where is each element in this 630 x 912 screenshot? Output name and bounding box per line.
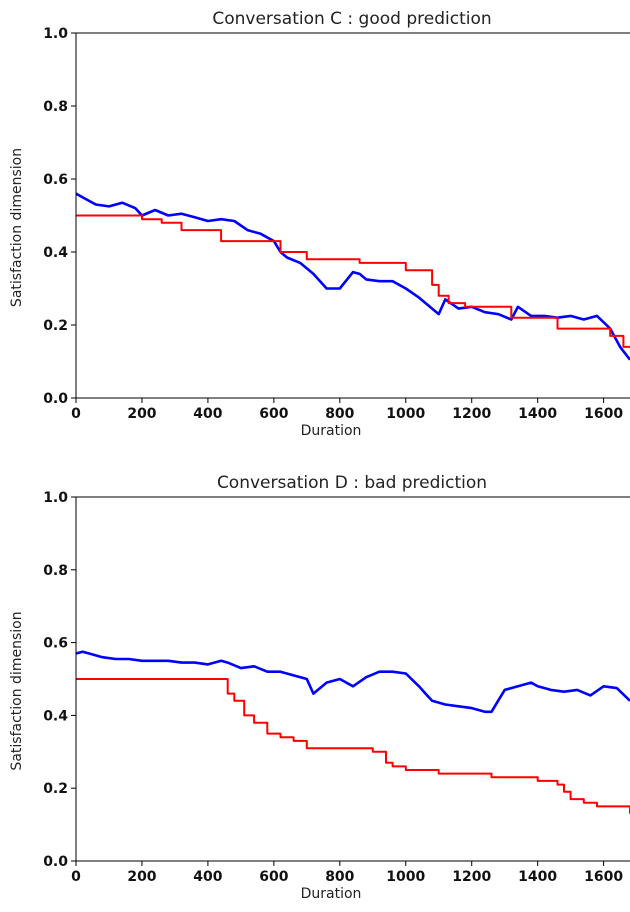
- y-tick-label: 0.2: [43, 781, 68, 797]
- y-tick-label: 1.0: [43, 26, 68, 42]
- x-tick-label: 600: [259, 869, 288, 885]
- x-tick-label: 200: [127, 869, 156, 885]
- x-tick-label: 200: [127, 406, 156, 422]
- chart-panel-2: 0 200 400 600 800 1000 1200 1400 1600 0.0 0.2 0.4 0.…: [9, 473, 630, 902]
- x-tick-label: 600: [259, 406, 288, 422]
- y-tick-label: 0.2: [43, 318, 68, 334]
- y-tick-label: 0.0: [43, 854, 68, 870]
- y-tick-label: 0.6: [43, 636, 68, 652]
- x-axis-label: Duration: [301, 886, 362, 902]
- chart-panel-1: 0 200 400 600 800 1000 1200 1400 1600 0.0 0.2 0.4 0.…: [9, 9, 630, 439]
- y-tick-label: 0.0: [43, 391, 68, 407]
- y-axis-label: Satisfaction dimension: [9, 611, 25, 770]
- x-axis-label: Duration: [301, 423, 362, 439]
- y-tick-label: 1.0: [43, 490, 68, 506]
- chart-title: Conversation C : good prediction: [212, 9, 491, 29]
- y-tick-label: 0.8: [43, 99, 68, 115]
- x-tick-label: 1400: [518, 406, 557, 422]
- y-tick-label: 0.6: [43, 172, 68, 188]
- actual-line-1: [76, 192, 630, 361]
- y-tick-label: 0.4: [43, 245, 68, 261]
- x-tick-label: 1000: [386, 869, 425, 885]
- predicted-line-2: [76, 678, 630, 814]
- y-tick-label: 0.4: [43, 708, 68, 724]
- predicted-line-1: [76, 214, 630, 348]
- x-tick-label: 800: [325, 869, 354, 885]
- x-tick-label: 1400: [518, 869, 557, 885]
- chart-title: Conversation D : bad prediction: [217, 473, 487, 493]
- actual-line-2: [76, 650, 630, 714]
- x-tick-label: 1600: [584, 406, 623, 422]
- x-tick-label: 400: [193, 406, 222, 422]
- x-tick-label: 1200: [452, 406, 491, 422]
- x-tick-label: 1000: [386, 406, 425, 422]
- x-tick-label: 1200: [452, 869, 491, 885]
- y-axis-label: Satisfaction dimension: [9, 148, 25, 307]
- x-tick-label: 400: [193, 869, 222, 885]
- x-tick-label: 800: [325, 406, 354, 422]
- y-tick-label: 0.8: [43, 563, 68, 579]
- x-tick-label: 0: [71, 869, 81, 885]
- x-tick-label: 1600: [584, 869, 623, 885]
- x-tick-label: 0: [71, 406, 81, 422]
